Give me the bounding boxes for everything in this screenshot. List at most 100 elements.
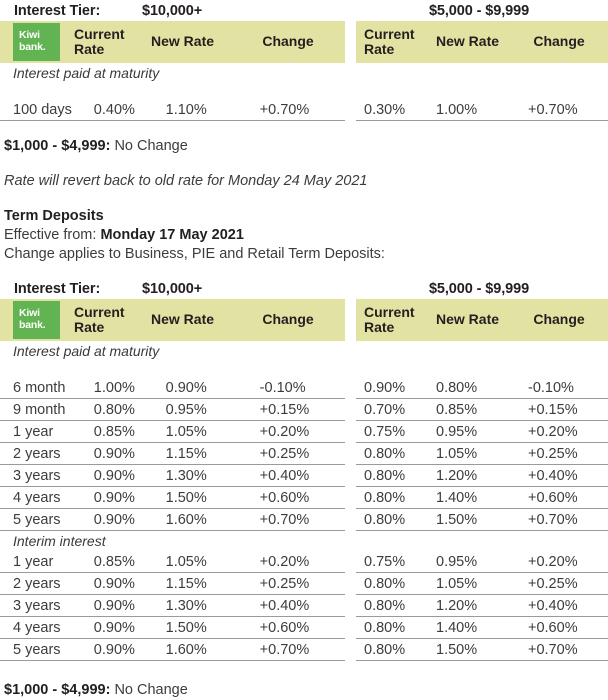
effective-from-label: Effective from: bbox=[4, 227, 97, 243]
cell-term: 9 month bbox=[13, 401, 66, 418]
cell-new-rate: 1.00% bbox=[436, 101, 478, 118]
cell-change: +0.40% bbox=[259, 597, 310, 614]
table-row: 5 years 0.90% 1.60% +0.70% bbox=[0, 509, 345, 531]
tier-value-5000-9999: $5,000 - $9,999 bbox=[428, 2, 530, 19]
column-header-band-left-2: Kiwi bank. Current Rate New Rate Change bbox=[0, 299, 345, 341]
table-row: 0.90% 0.80% -0.10% bbox=[356, 377, 608, 399]
no-change-tier-1: $1,000 - $4,999: bbox=[4, 138, 111, 154]
table-row: 2 years 0.90% 1.15% +0.25% bbox=[0, 443, 345, 465]
cell-change: +0.15% bbox=[259, 401, 310, 418]
section-caption-interest-paid-at-maturity: Interest paid at maturity bbox=[13, 65, 160, 81]
cell-term: 3 years bbox=[13, 597, 61, 614]
rate-table-1-left-half: Interest Tier: $10,000+ Kiwi bank. Curre… bbox=[0, 0, 345, 121]
header-new-rate: New Rate bbox=[151, 311, 215, 328]
cell-new-rate: 1.40% bbox=[436, 619, 478, 636]
cell-current-rate: 0.90% bbox=[93, 619, 135, 636]
cell-change: +0.70% bbox=[259, 511, 310, 528]
cell-change: +0.40% bbox=[259, 467, 310, 484]
cell-current-rate: 0.80% bbox=[364, 445, 406, 462]
cell-new-rate: 0.80% bbox=[436, 379, 478, 396]
cell-current-rate: 0.80% bbox=[93, 401, 135, 418]
kiwibank-logo-line2: bank. bbox=[19, 40, 46, 53]
cell-change: +0.20% bbox=[259, 553, 310, 570]
kiwibank-logo-line2: bank. bbox=[19, 318, 46, 331]
cell-current-rate: 0.80% bbox=[364, 467, 406, 484]
cell-current-rate: 1.00% bbox=[93, 379, 135, 396]
cell-current-rate: 0.80% bbox=[364, 641, 406, 658]
cell-current-rate: 0.85% bbox=[93, 553, 135, 570]
tier-row-right-1: $5,000 - $9,999 bbox=[356, 0, 608, 21]
table-row: 4 years 0.90% 1.50% +0.60% bbox=[0, 617, 345, 639]
header-current-rate: Current Rate bbox=[74, 25, 125, 57]
no-change-note-2: $1,000 - $4,999: No Change bbox=[0, 681, 608, 700]
cell-term: 1 year bbox=[13, 423, 54, 440]
header-new-rate: New Rate bbox=[436, 33, 500, 50]
no-change-value-1: No Change bbox=[114, 138, 188, 154]
effective-from-line: Effective from: Monday 17 May 2021 bbox=[0, 226, 608, 245]
table-row: 0.80% 1.50% +0.70% bbox=[356, 509, 608, 531]
cell-current-rate: 0.80% bbox=[364, 489, 406, 506]
cell-new-rate: 1.05% bbox=[436, 445, 478, 462]
interest-tier-label: Interest Tier: bbox=[14, 2, 101, 19]
table-row: 6 month 1.00% 0.90% -0.10% bbox=[0, 377, 345, 399]
header-change: Change bbox=[262, 33, 314, 50]
cell-new-rate: 1.60% bbox=[165, 511, 207, 528]
cell-new-rate: 1.30% bbox=[165, 597, 207, 614]
right-caption-spacer bbox=[356, 531, 608, 551]
cell-change: +0.40% bbox=[528, 467, 578, 484]
cell-current-rate: 0.90% bbox=[93, 489, 135, 506]
cell-change: +0.40% bbox=[528, 597, 578, 614]
cell-term: 2 years bbox=[13, 575, 61, 592]
rate-table-2: Interest Tier: $10,000+ Kiwi bank. Curre… bbox=[0, 278, 608, 661]
header-current-rate: Current Rate bbox=[74, 303, 125, 335]
cell-new-rate: 1.50% bbox=[436, 511, 478, 528]
cell-current-rate: 0.90% bbox=[93, 467, 135, 484]
column-header-band-right-1: Current Rate New Rate Change bbox=[356, 21, 608, 63]
cell-current-rate: 0.75% bbox=[364, 553, 406, 570]
header-change: Change bbox=[533, 311, 585, 328]
table-row: 0.80% 1.05% +0.25% bbox=[356, 443, 608, 465]
header-current-rate: Current Rate bbox=[364, 25, 415, 57]
kiwibank-logo: Kiwi bank. bbox=[13, 301, 60, 339]
table-row: 0.80% 1.05% +0.25% bbox=[356, 573, 608, 595]
cell-new-rate: 1.30% bbox=[165, 467, 207, 484]
table-row: 0.75% 0.95% +0.20% bbox=[356, 551, 608, 573]
cell-new-rate: 1.40% bbox=[436, 489, 478, 506]
cell-current-rate: 0.80% bbox=[364, 575, 406, 592]
cell-change: -0.10% bbox=[528, 379, 574, 396]
right-caption-spacer bbox=[356, 341, 608, 377]
cell-new-rate: 0.90% bbox=[165, 379, 207, 396]
cell-change: -0.10% bbox=[259, 379, 306, 396]
cell-current-rate: 0.90% bbox=[93, 641, 135, 658]
table-row: 2 years 0.90% 1.15% +0.25% bbox=[0, 573, 345, 595]
cell-change: +0.70% bbox=[259, 101, 310, 118]
cell-current-rate: 0.90% bbox=[93, 575, 135, 592]
section-caption-interest-paid-at-maturity: Interest paid at maturity bbox=[13, 343, 160, 359]
cell-new-rate: 1.60% bbox=[165, 641, 207, 658]
header-change: Change bbox=[262, 311, 314, 328]
cell-change: +0.60% bbox=[259, 619, 310, 636]
cell-term: 100 days bbox=[13, 101, 72, 118]
rate-table-1: Interest Tier: $10,000+ Kiwi bank. Curre… bbox=[0, 0, 608, 121]
kiwibank-logo-line1: Kiwi bbox=[19, 29, 40, 41]
cell-term: 6 month bbox=[13, 379, 66, 396]
cell-change: +0.60% bbox=[528, 619, 578, 636]
table-row: 0.70% 0.85% +0.15% bbox=[356, 399, 608, 421]
cell-term: 1 year bbox=[13, 553, 54, 570]
cell-new-rate: 1.50% bbox=[165, 619, 207, 636]
no-change-value-2: No Change bbox=[114, 682, 188, 698]
table-row: 0.80% 1.20% +0.40% bbox=[356, 595, 608, 617]
table-row: 0.80% 1.50% +0.70% bbox=[356, 639, 608, 661]
table-row: 4 years 0.90% 1.50% +0.60% bbox=[0, 487, 345, 509]
cell-change: +0.20% bbox=[528, 553, 578, 570]
table-row: 0.80% 1.40% +0.60% bbox=[356, 617, 608, 639]
table-row: 3 years 0.90% 1.30% +0.40% bbox=[0, 595, 345, 617]
table-row: 1 year 0.85% 1.05% +0.20% bbox=[0, 551, 345, 573]
cell-change: +0.20% bbox=[259, 423, 310, 440]
header-change: Change bbox=[533, 33, 585, 50]
term-deposits-heading: Term Deposits bbox=[4, 208, 104, 224]
rate-table-2-left-half: Interest Tier: $10,000+ Kiwi bank. Curre… bbox=[0, 278, 345, 661]
cell-change: +0.25% bbox=[259, 445, 310, 462]
no-change-tier-2: $1,000 - $4,999: bbox=[4, 682, 111, 698]
tier-value-10000-plus: $10,000+ bbox=[142, 2, 203, 19]
